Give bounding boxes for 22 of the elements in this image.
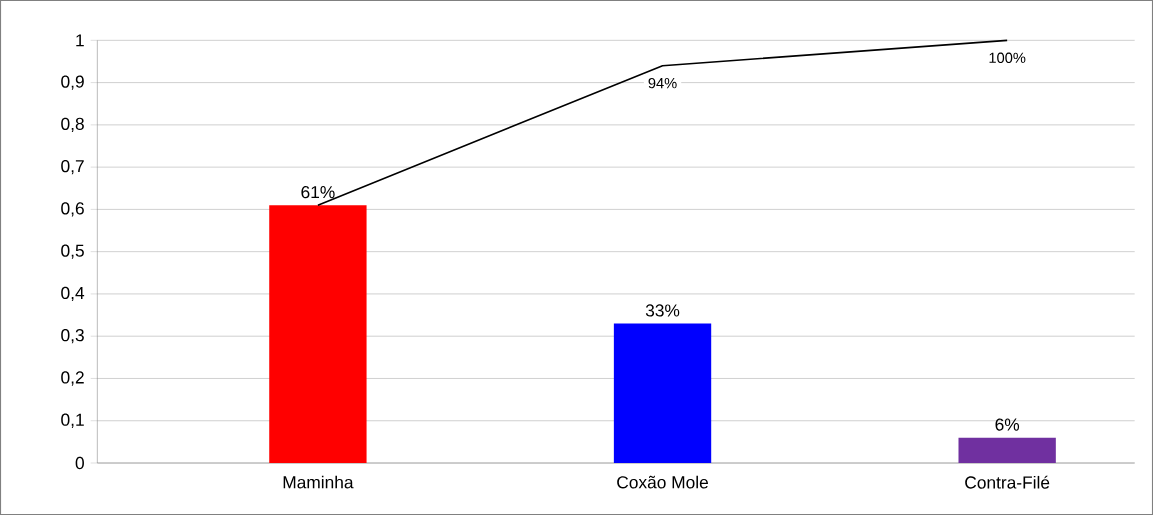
y-tick-label: 0 bbox=[75, 456, 84, 470]
bar bbox=[958, 437, 1056, 463]
bar bbox=[613, 323, 712, 463]
y-tick-label: 0,2 bbox=[61, 371, 84, 386]
bar bbox=[269, 205, 367, 463]
data-label: 6% bbox=[995, 418, 1020, 431]
y-tick-label: 1 bbox=[76, 34, 84, 47]
x-tick-label: Coxão Mole bbox=[617, 475, 708, 489]
data-label: 33% bbox=[645, 304, 680, 317]
y-tick-label: 0,8 bbox=[61, 117, 84, 133]
y-tick-label: 0,7 bbox=[61, 159, 84, 175]
y-tick-label: 0,1 bbox=[61, 413, 84, 428]
x-tick-label: Maminha bbox=[283, 475, 354, 489]
y-tick-label: 0,3 bbox=[61, 329, 84, 344]
data-label: 61% bbox=[301, 185, 335, 199]
y-tick-label: 0,4 bbox=[61, 286, 85, 302]
y-tick-label: 0,5 bbox=[61, 244, 84, 259]
x-tick-label: Contra-Filé bbox=[965, 475, 1050, 489]
y-tick-label: 0,9 bbox=[61, 75, 84, 90]
data-label: 100% bbox=[989, 52, 1026, 63]
data-label: 94% bbox=[648, 77, 677, 89]
y-tick-label: 0,6 bbox=[61, 202, 84, 217]
